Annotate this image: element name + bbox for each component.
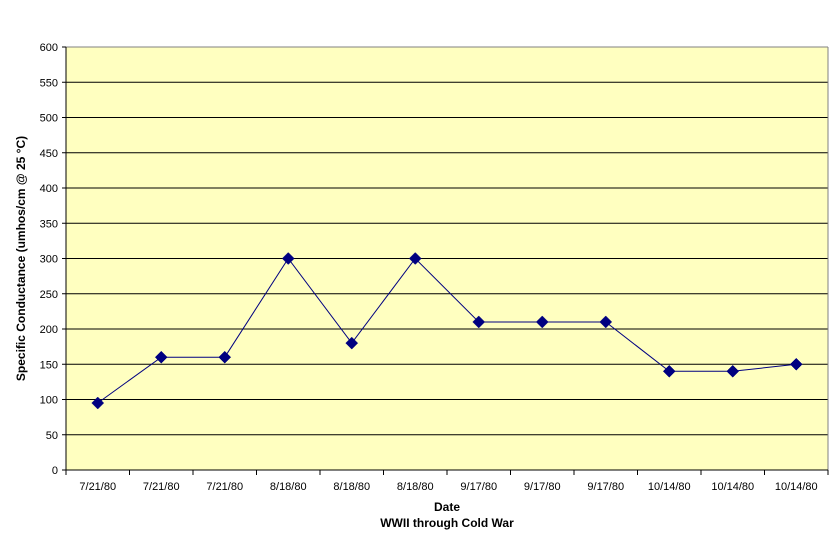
x-tick-label: 7/21/80 bbox=[79, 481, 116, 493]
data-point-marker bbox=[345, 336, 359, 350]
data-point-marker bbox=[218, 350, 232, 364]
x-tick-label: 7/21/80 bbox=[206, 481, 243, 493]
x-axis-subtitle: WWII through Cold War bbox=[380, 516, 514, 530]
y-tick-label: 0 bbox=[52, 465, 58, 477]
x-tick-label: 10/14/80 bbox=[711, 481, 754, 493]
series-group bbox=[91, 252, 803, 410]
x-tick-label: 10/14/80 bbox=[775, 481, 818, 493]
y-tick-label: 150 bbox=[40, 359, 58, 371]
data-point-marker bbox=[281, 252, 295, 265]
x-tick-label: 10/14/80 bbox=[648, 481, 691, 493]
x-tick-label: 7/21/80 bbox=[143, 481, 180, 493]
y-tick-label: 500 bbox=[40, 113, 58, 125]
y-axis-title: Specific Conductance (umhos/cm @ 25 °C) bbox=[14, 136, 28, 381]
data-point-marker bbox=[472, 315, 486, 329]
y-tick-label: 200 bbox=[40, 324, 58, 336]
series-line bbox=[97, 257, 797, 404]
y-tick-label: 100 bbox=[40, 395, 58, 407]
x-tick-label: 9/17/80 bbox=[460, 481, 497, 493]
x-tick-label: 9/17/80 bbox=[524, 481, 561, 493]
data-point-marker bbox=[535, 315, 549, 329]
data-point-marker bbox=[91, 396, 105, 410]
data-point-marker bbox=[662, 364, 676, 378]
data-point-marker bbox=[726, 364, 740, 378]
y-axis-ticks: 0 50 100 150 200 250 300 350 400 450 500 550 600 bbox=[40, 42, 66, 477]
data-point-marker bbox=[789, 357, 803, 371]
y-tick-label: 350 bbox=[40, 218, 58, 230]
y-tick-label: 400 bbox=[40, 183, 58, 195]
data-point-marker bbox=[154, 350, 168, 364]
y-tick-label: 550 bbox=[40, 77, 58, 89]
data-point-marker bbox=[408, 252, 422, 265]
x-axis-title: Date bbox=[434, 500, 460, 514]
y-tick-label: 600 bbox=[40, 42, 58, 54]
y-tick-label: 250 bbox=[40, 289, 58, 301]
x-tick-label: 8/18/80 bbox=[397, 481, 434, 493]
x-tick-label: 8/18/80 bbox=[270, 481, 307, 493]
y-tick-label: 450 bbox=[40, 148, 58, 160]
x-tick-label: 8/18/80 bbox=[333, 481, 370, 493]
x-axis-ticks: 7/21/80 7/21/80 7/21/80 8/18/80 8/18/80 8/18/… bbox=[65, 470, 829, 493]
data-point-marker bbox=[599, 315, 613, 329]
y-tick-label: 300 bbox=[40, 254, 58, 266]
y-tick-label: 50 bbox=[46, 430, 58, 442]
x-tick-label: 9/17/80 bbox=[587, 481, 624, 493]
